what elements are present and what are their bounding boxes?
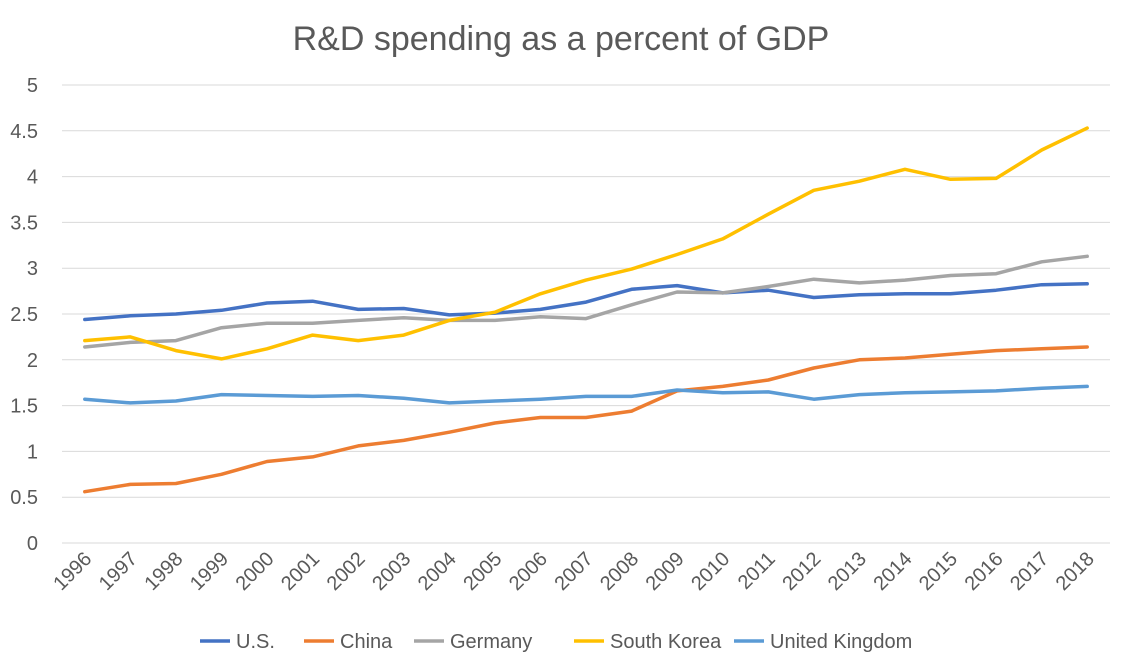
x-tick-label: 2004 <box>414 548 461 595</box>
legend-label: China <box>340 631 393 653</box>
legend-item: United Kingdom <box>734 631 912 653</box>
x-tick-label: 1999 <box>186 548 233 595</box>
legend-item: China <box>304 631 393 653</box>
legend-item: South Korea <box>574 631 722 653</box>
y-axis-ticks: 0 0.5 1 1.5 2 2.5 3 3.5 4 4.5 5 <box>10 75 38 555</box>
y-tick-label: 4 <box>27 167 38 189</box>
legend-item: U.S. <box>200 631 275 653</box>
y-tick-label: 2.5 <box>10 304 38 326</box>
y-tick-label: 1 <box>27 441 38 463</box>
x-tick-label: 2016 <box>961 548 1008 595</box>
legend-label: United Kingdom <box>770 631 912 653</box>
legend-label: Germany <box>450 631 532 653</box>
x-tick-label: 1998 <box>140 548 187 595</box>
x-tick-label: 2003 <box>368 548 415 595</box>
x-tick-label: 2008 <box>596 548 643 595</box>
x-tick-label: 2007 <box>551 548 598 595</box>
x-tick-label: 2014 <box>869 548 916 595</box>
x-tick-label: 2018 <box>1052 548 1099 595</box>
x-tick-label: 2013 <box>824 548 871 595</box>
x-tick-label: 1997 <box>95 548 142 595</box>
x-tick-label: 2011 <box>734 548 780 594</box>
y-tick-label: 2 <box>27 350 38 372</box>
legend: U.S. China Germany South Korea United Kingdo… <box>200 631 912 653</box>
gridlines <box>62 84 1110 544</box>
x-tick-label: 2006 <box>505 548 552 595</box>
legend-label: U.S. <box>236 631 275 653</box>
y-tick-label: 3.5 <box>10 212 38 234</box>
series-lines <box>83 126 1089 494</box>
series-line-2 <box>83 254 1089 349</box>
legend-label: South Korea <box>610 631 722 653</box>
x-axis-ticks: 1996199719981999200020012002200320042005… <box>49 548 1098 595</box>
y-tick-label: 1.5 <box>10 396 38 418</box>
chart-title: R&D spending as a percent of GDP <box>293 20 830 58</box>
x-tick-label: 2009 <box>642 548 689 595</box>
y-tick-label: 0 <box>27 533 38 555</box>
y-tick-label: 3 <box>27 258 38 280</box>
x-tick-label: 2002 <box>323 548 370 595</box>
x-tick-label: 2017 <box>1006 548 1053 595</box>
x-tick-label: 2001 <box>277 548 324 595</box>
x-tick-label: 2010 <box>687 548 734 595</box>
y-tick-label: 4.5 <box>10 121 38 143</box>
x-tick-label: 2005 <box>459 548 506 595</box>
x-tick-label: 2012 <box>778 548 825 595</box>
legend-item: Germany <box>414 631 532 653</box>
x-tick-label: 2000 <box>232 548 279 595</box>
series-line-0 <box>83 282 1089 322</box>
y-tick-label: 5 <box>27 75 38 97</box>
series-line-4 <box>83 384 1089 405</box>
series-line-3 <box>83 126 1089 361</box>
y-tick-label: 0.5 <box>10 487 38 509</box>
x-tick-label: 1996 <box>49 548 96 595</box>
x-tick-label: 2015 <box>915 548 962 595</box>
series-line-1 <box>83 345 1089 494</box>
